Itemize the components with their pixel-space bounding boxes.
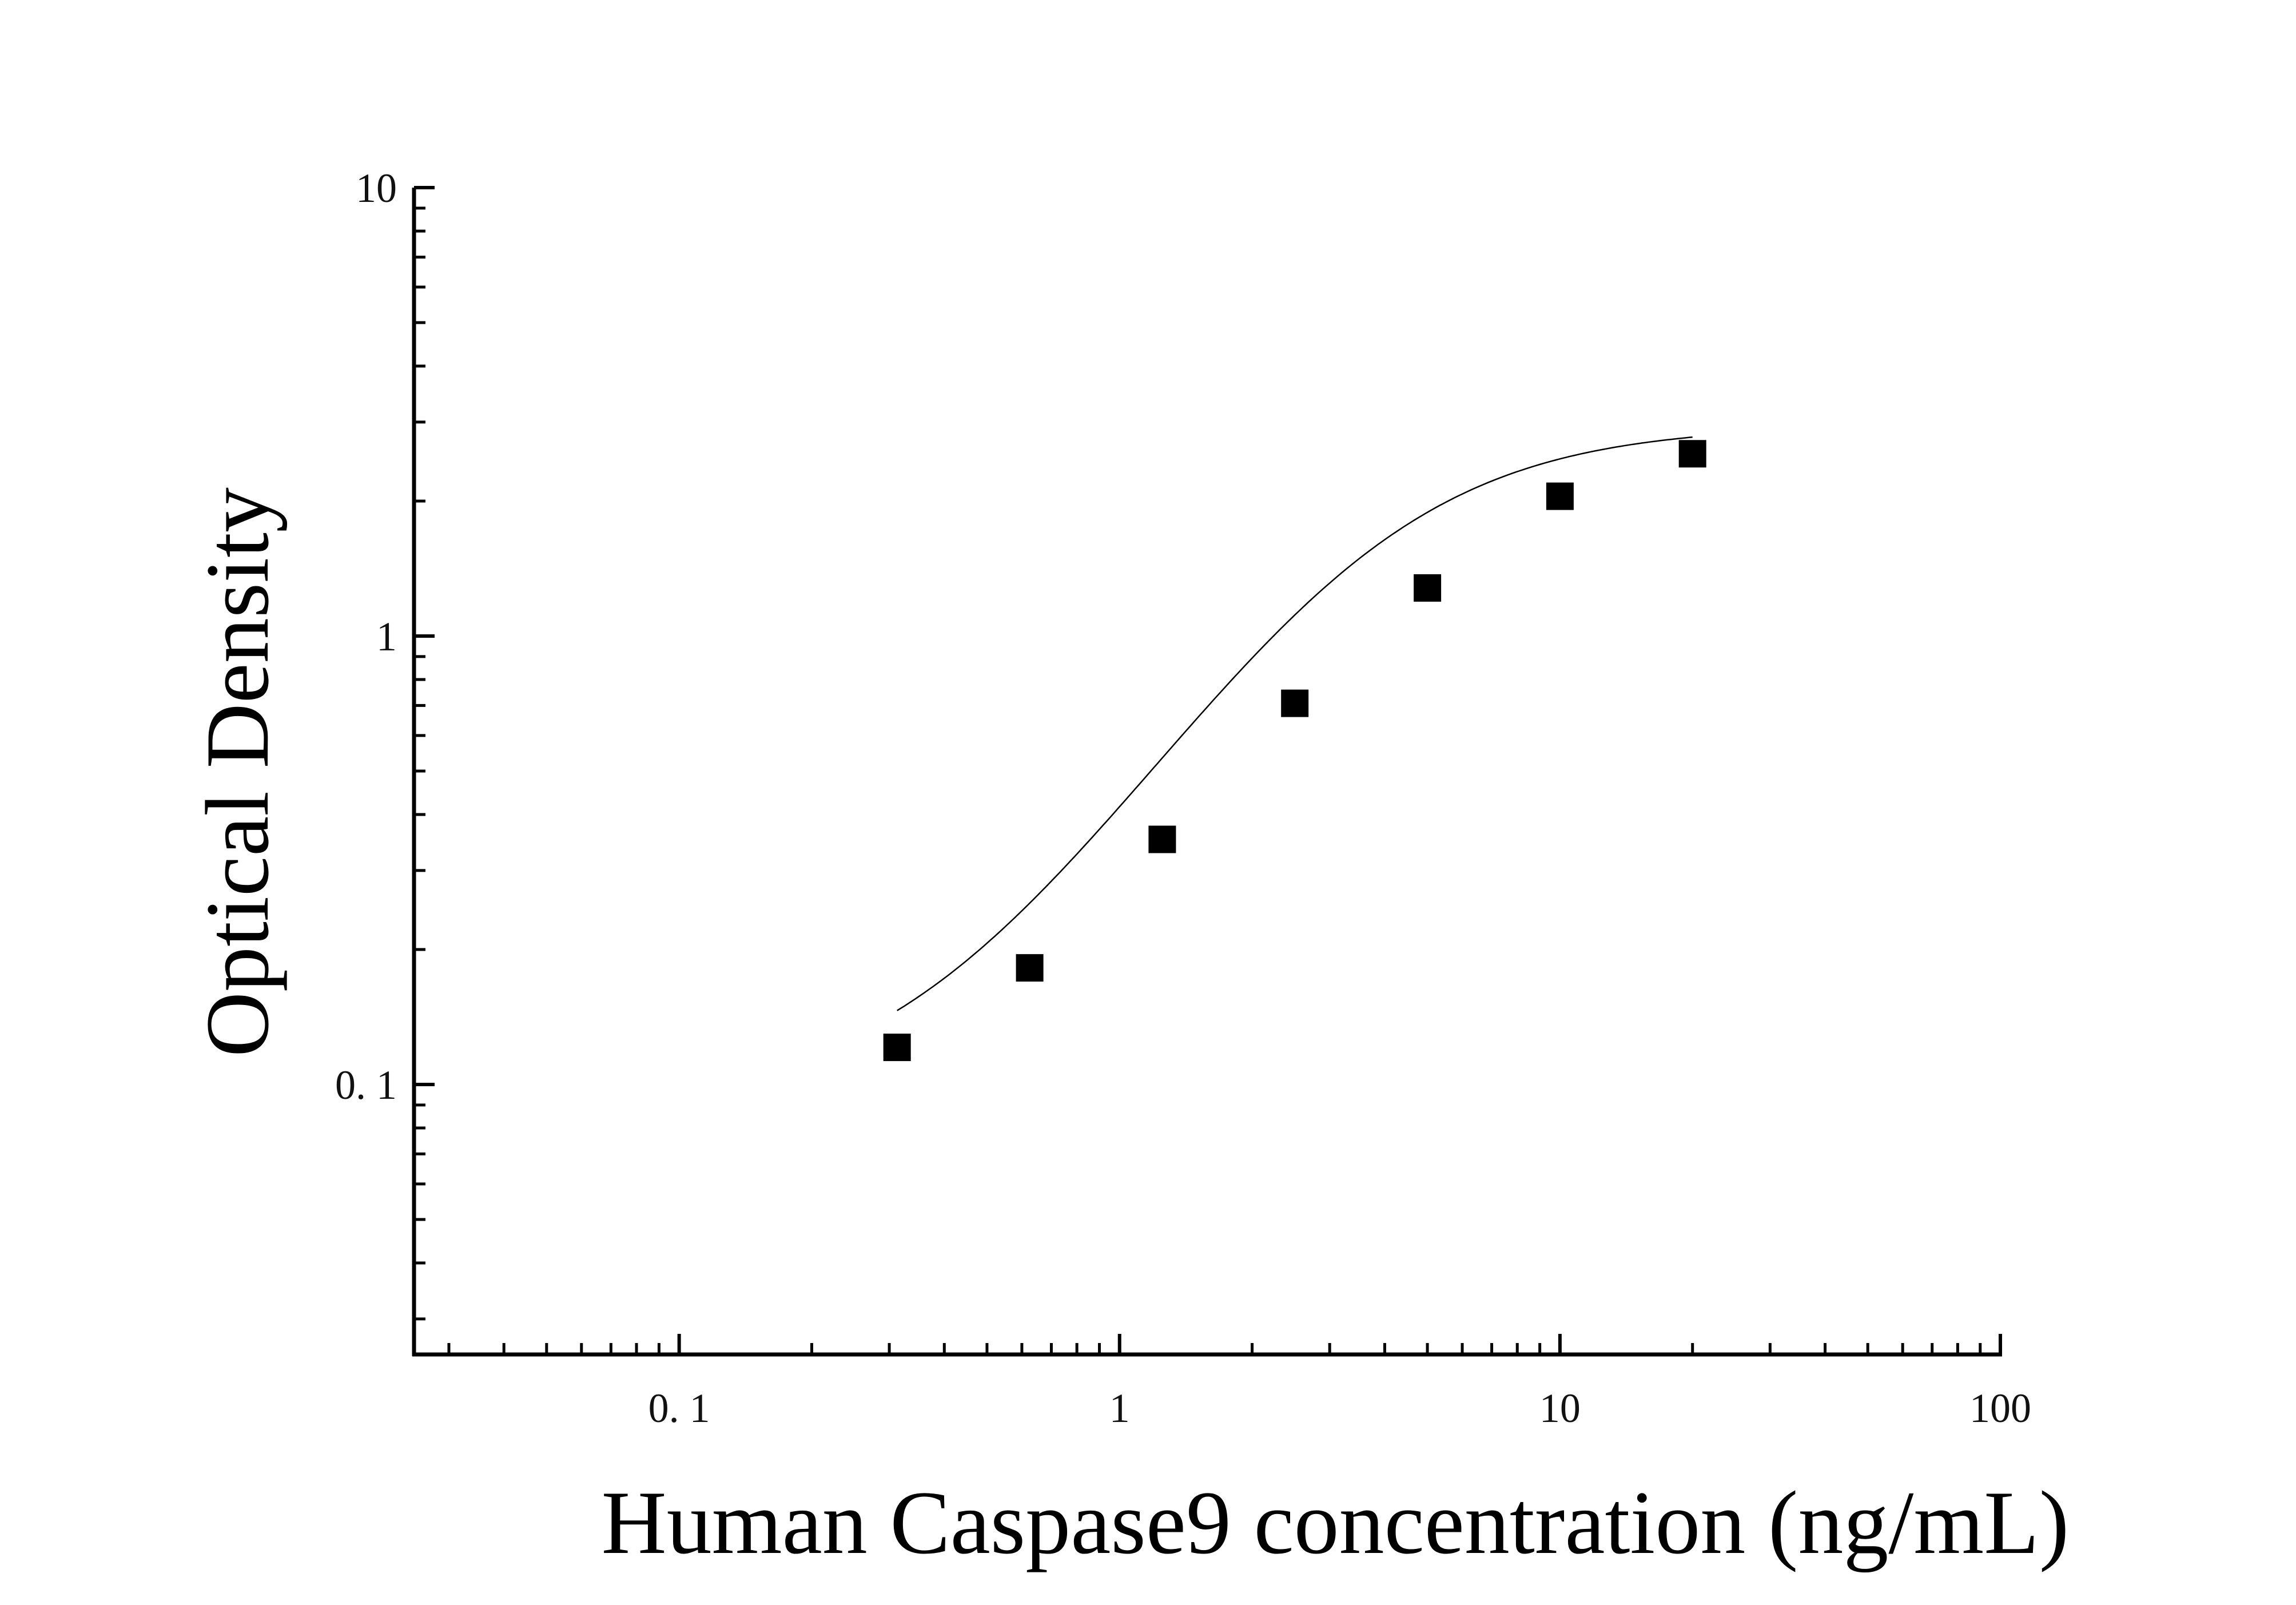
- y-tick-label: 1: [376, 614, 397, 660]
- y-tick-label: 0. 1: [335, 1062, 397, 1108]
- data-point: [1678, 440, 1706, 468]
- y-axis: 0. 1 1 10: [335, 165, 435, 1356]
- x-axis-title: Human Caspase9 concentration (ng/mL): [602, 1473, 2070, 1573]
- x-tick-label: 0. 1: [648, 1385, 710, 1431]
- x-axis: 0. 1 1 10 100: [412, 1334, 2031, 1431]
- data-point: [1414, 574, 1442, 602]
- x-axis-ticks: 0. 1 1 10 100: [447, 1334, 2031, 1431]
- data-point: [883, 1034, 911, 1062]
- plot-area: [883, 436, 1706, 1062]
- fit-curve: [897, 436, 1693, 1011]
- data-point: [1016, 954, 1044, 982]
- y-tick-label: 10: [356, 165, 397, 211]
- data-point: [1546, 482, 1574, 510]
- data-points: [883, 440, 1706, 1062]
- y-axis-title: Optical Density: [188, 487, 288, 1057]
- x-tick-label: 10: [1539, 1385, 1581, 1431]
- y-axis-ticks: 0. 1 1 10: [335, 165, 435, 1321]
- x-tick-label: 1: [1109, 1385, 1130, 1431]
- data-point: [1281, 689, 1309, 717]
- x-tick-label: 100: [1969, 1385, 2031, 1431]
- data-point: [1148, 825, 1176, 853]
